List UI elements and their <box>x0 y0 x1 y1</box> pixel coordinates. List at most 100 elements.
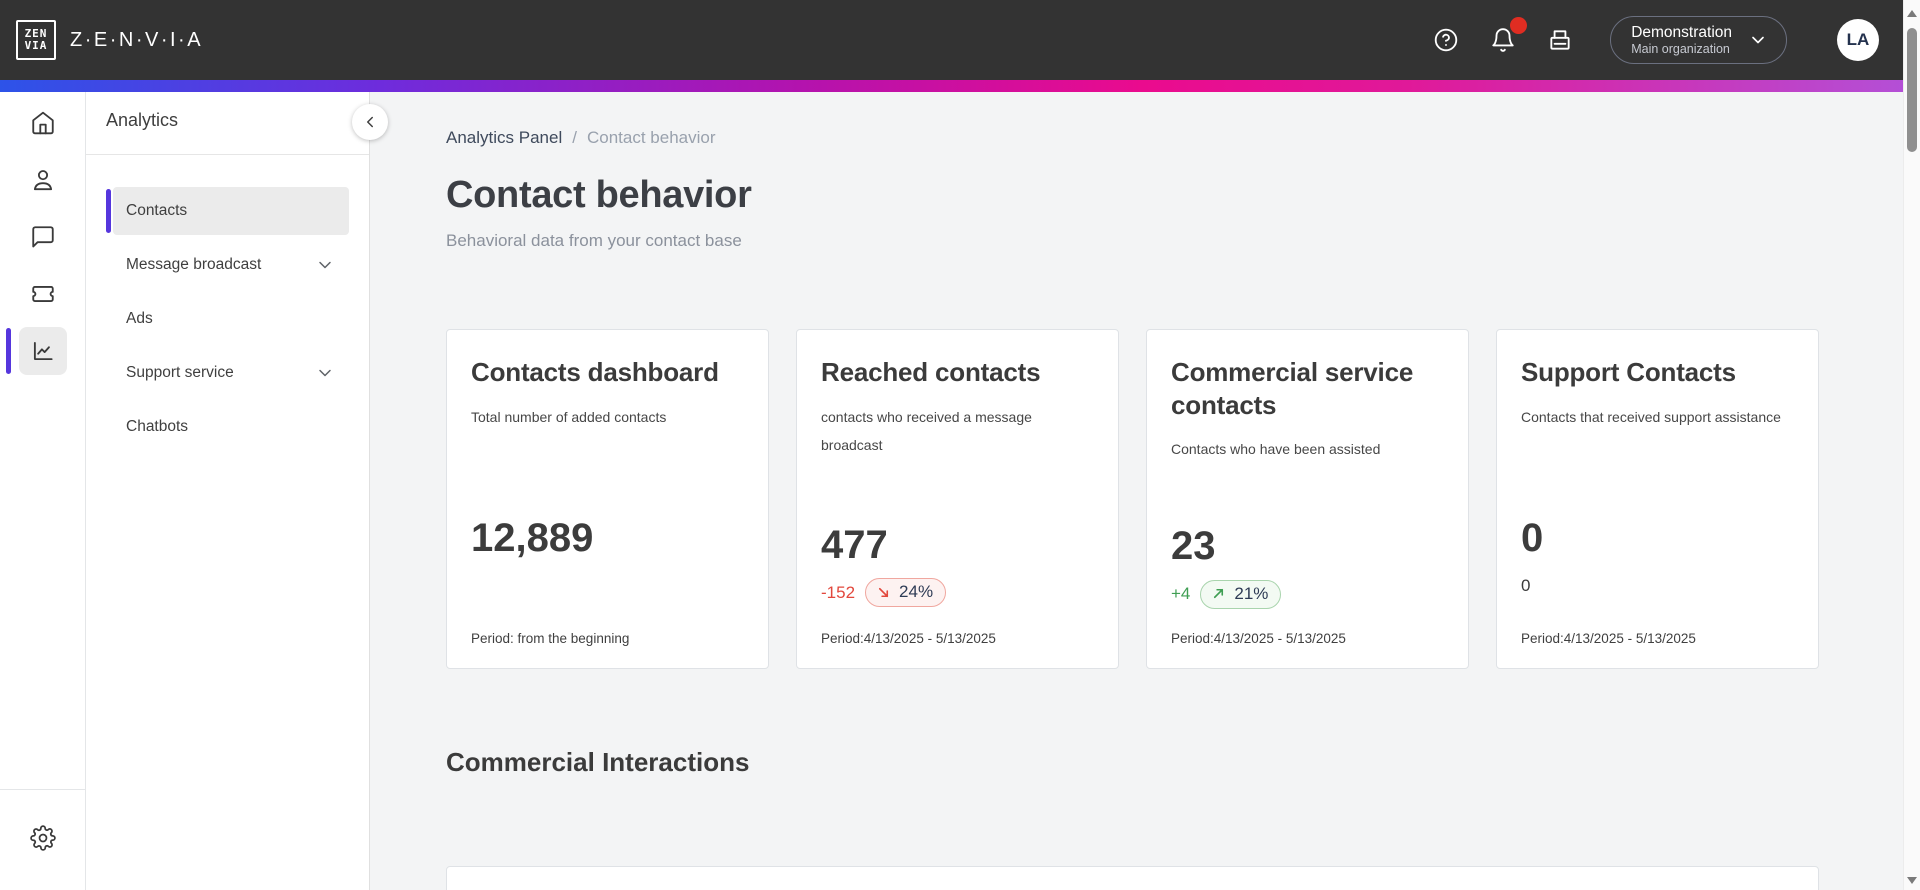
rail-item-contacts[interactable] <box>19 156 67 204</box>
printer-icon <box>1550 30 1570 50</box>
metric-card-reached-contacts: Reached contacts contacts who received a… <box>796 329 1119 669</box>
person-icon <box>33 170 52 191</box>
breadcrumb-parent-link[interactable]: Analytics Panel <box>446 128 563 147</box>
card-title: Contacts dashboard <box>471 357 719 387</box>
breadcrumb-current: Contact behavior <box>586 128 716 147</box>
page-title: Contact behavior <box>446 174 752 216</box>
trend-percent: 21% <box>1234 583 1269 603</box>
trend-down-icon <box>878 587 889 597</box>
card-period: Period:4/13/2025 - 5/13/2025 <box>821 631 996 646</box>
sidebar-item-label: Chatbots <box>126 418 189 435</box>
chevron-down-icon <box>319 369 331 377</box>
metric-card-contacts-dashboard: Contacts dashboard Total number of added… <box>446 329 769 669</box>
sidebar-item-label: Message broadcast <box>126 256 262 273</box>
bell-icon <box>1492 28 1514 52</box>
sidebar-divider <box>86 154 369 155</box>
card-value: 477 <box>821 522 888 567</box>
card-delta-row: 0 <box>1521 570 1794 602</box>
sidebar-title: Analytics <box>106 110 179 130</box>
card-period: Period: from the beginning <box>471 631 630 646</box>
user-avatar[interactable]: LA <box>1837 19 1879 61</box>
print-button[interactable] <box>1540 20 1580 60</box>
brand-wordmark: Z·E·N·V·I·A <box>70 28 204 51</box>
scrollbar-down-arrow[interactable] <box>1907 877 1917 884</box>
breadcrumb-separator: / <box>572 128 577 147</box>
card-title: Commercial service contacts <box>1171 357 1414 420</box>
metric-card-commercial-service-contacts: Commercial service contacts Contacts who… <box>1146 329 1469 669</box>
sidebar-item-contacts[interactable]: Contacts <box>106 187 349 235</box>
commercial-interactions-card <box>446 866 1819 890</box>
gear-icon <box>29 825 56 851</box>
chevron-left-icon <box>367 116 373 128</box>
rail-item-campaigns[interactable] <box>19 270 67 318</box>
card-delta-row: +4 21% <box>1171 578 1444 610</box>
chevron-down-icon <box>319 261 331 269</box>
card-delta: +4 <box>1171 584 1191 603</box>
chat-bubble-icon <box>31 226 54 248</box>
trend-badge-positive: 21% <box>1200 579 1282 609</box>
trend-badge-negative: 24% <box>865 578 947 608</box>
page-subtitle: Behavioral data from your contact base <box>446 231 742 250</box>
metric-card-support-contacts: Support Contacts Contacts that received … <box>1496 329 1819 669</box>
card-delta: -152 <box>821 582 856 602</box>
notification-dot <box>1510 17 1528 34</box>
card-description: Total number of added contacts <box>471 408 667 425</box>
zenvia-logo-icon[interactable]: ZEN VIA <box>16 20 56 60</box>
nav-rail <box>0 92 86 890</box>
card-description: Contacts that received support assistanc… <box>1521 408 1781 425</box>
breadcrumb: Analytics Panel / Contact behavior <box>446 128 1903 148</box>
chevron-down-icon <box>1752 36 1764 44</box>
ticket-icon <box>31 286 54 302</box>
sidebar-item-ads[interactable]: Ads <box>113 295 349 343</box>
trend-up-icon <box>1214 588 1224 599</box>
rail-item-settings[interactable] <box>19 814 67 862</box>
page-scrollbar <box>1903 0 1920 890</box>
help-button[interactable] <box>1426 20 1466 60</box>
organization-name: Demonstration <box>1631 23 1732 41</box>
organization-labels: Demonstration Main organization <box>1631 23 1732 58</box>
trend-percent: 24% <box>899 582 934 602</box>
top-bar: ZEN VIA Z·E·N·V·I·A <box>0 0 1903 80</box>
logo-top-text: ZEN <box>24 27 48 40</box>
card-title: Reached contacts <box>821 357 1041 387</box>
notifications-button[interactable] <box>1483 17 1528 60</box>
home-icon <box>31 111 54 135</box>
sidebar-nav: Contacts Message broadcast Ads Support s… <box>106 187 349 451</box>
rail-item-home[interactable] <box>19 99 67 147</box>
rail-item-analytics[interactable] <box>5 327 67 375</box>
scrollbar-up-arrow[interactable] <box>1907 10 1917 17</box>
logo-bottom-text: VIA <box>24 39 48 52</box>
card-description: Contacts who have been assisted <box>1171 441 1381 457</box>
card-value: 0 <box>1521 515 1544 560</box>
metric-cards-row: Contacts dashboard Total number of added… <box>446 329 1819 669</box>
sidebar-item-chatbots[interactable]: Chatbots <box>113 403 349 451</box>
line-chart-icon <box>33 341 53 361</box>
sidebar-item-support-service[interactable]: Support service <box>113 349 349 397</box>
sidebar-item-label: Ads <box>126 310 153 327</box>
card-period: Period:4/13/2025 - 5/13/2025 <box>1521 631 1696 646</box>
help-icon <box>1434 28 1458 52</box>
sidebar-item-message-broadcast[interactable]: Message broadcast <box>113 241 349 289</box>
brand-gradient-bar <box>0 80 1903 92</box>
card-value: 23 <box>1171 524 1216 568</box>
sidebar-collapse-button[interactable] <box>352 104 388 140</box>
card-title: Support Contacts <box>1521 357 1736 387</box>
scrollbar-thumb[interactable] <box>1907 28 1917 152</box>
sidebar-item-label: Support service <box>126 364 234 381</box>
card-delta-row: -152 24% <box>821 577 1094 609</box>
card-secondary-value: 0 <box>1521 575 1531 595</box>
rail-footer <box>0 789 85 890</box>
card-delta-row <box>471 570 744 602</box>
organization-description: Main organization <box>1631 41 1730 56</box>
app-body: Analytics Contacts Message broadcast Ads… <box>0 92 1903 890</box>
organization-switcher[interactable]: Demonstration Main organization <box>1610 16 1787 64</box>
avatar-initials: LA <box>1846 30 1870 49</box>
topbar-actions: Demonstration Main organization LA <box>1409 16 1879 64</box>
main-content: Analytics Panel / Contact behavior Conta… <box>370 92 1903 890</box>
card-description: contacts who received a message broadcas… <box>821 408 1032 453</box>
rail-item-conversations[interactable] <box>19 213 67 261</box>
section-heading-commercial-interactions: Commercial Interactions <box>446 747 750 777</box>
sidebar-item-label: Contacts <box>126 202 188 219</box>
card-period: Period:4/13/2025 - 5/13/2025 <box>1171 631 1346 646</box>
sidebar: Analytics Contacts Message broadcast Ads… <box>86 92 370 890</box>
